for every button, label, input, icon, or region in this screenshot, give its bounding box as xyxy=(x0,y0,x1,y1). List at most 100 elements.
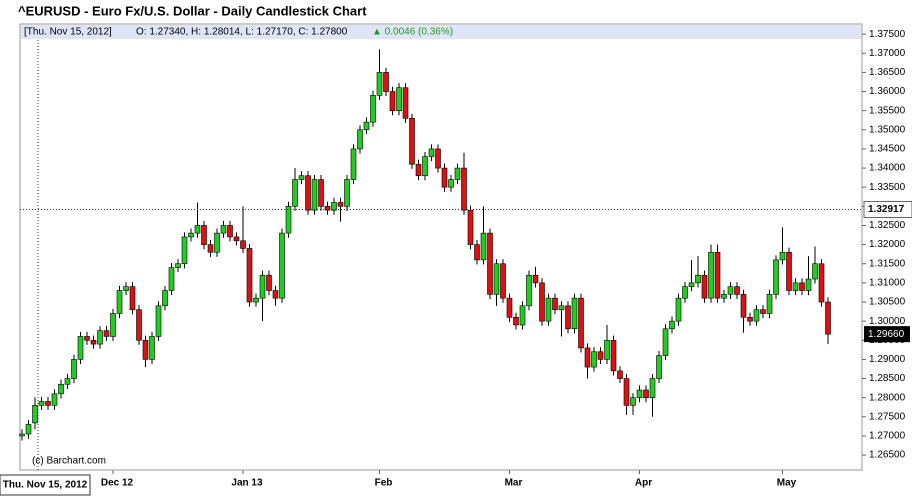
candle-body xyxy=(565,305,571,330)
x-tick-label: Dec 12 xyxy=(101,478,134,489)
candle-body xyxy=(97,330,103,345)
candle-body xyxy=(649,378,656,398)
candle-body xyxy=(84,336,90,341)
candle-body xyxy=(357,129,363,150)
candle-body xyxy=(383,72,389,92)
y-tick-label: 1.31000 xyxy=(869,278,906,289)
candle-body xyxy=(708,251,714,299)
candle-body xyxy=(630,397,636,406)
header-ohlc: O: 1.27340, H: 1.28014, L: 1.27170, C: 1… xyxy=(136,27,348,38)
candle-body xyxy=(812,263,818,280)
candle-body xyxy=(363,121,370,131)
y-tick-label: 1.36500 xyxy=(869,67,906,78)
candle-body xyxy=(526,274,532,307)
candle-body xyxy=(578,297,584,349)
candle-body xyxy=(181,236,188,265)
y-tick-label: 1.33500 xyxy=(869,182,906,193)
candle-body xyxy=(766,294,773,314)
candle-body xyxy=(162,290,168,307)
header-change: ▲ 0.0046 (0.36%) xyxy=(372,27,453,38)
candle-body xyxy=(545,297,552,322)
y-tick-label: 1.37500 xyxy=(869,29,906,40)
candle-body xyxy=(409,118,415,165)
candle-body xyxy=(422,156,428,177)
candle-body xyxy=(805,278,812,291)
candle-body xyxy=(123,286,129,291)
candle-body xyxy=(240,240,246,249)
candle-body xyxy=(656,355,662,379)
candle-body xyxy=(396,87,402,111)
y-tick-label: 1.29000 xyxy=(869,354,906,365)
candle-body xyxy=(90,339,97,345)
candle-body xyxy=(467,209,474,245)
y-tick-label: 1.26500 xyxy=(869,450,906,461)
candle-body xyxy=(558,305,565,310)
candle-body xyxy=(272,290,279,299)
y-tick-label: 1.37000 xyxy=(869,48,906,59)
y-tick-label: 1.32000 xyxy=(869,239,906,250)
y-tick-label: 1.32500 xyxy=(869,220,906,231)
candle-body xyxy=(136,309,142,341)
y-tick-label: 1.27000 xyxy=(869,431,906,442)
candle-body xyxy=(519,305,526,326)
candle-body xyxy=(688,282,695,287)
candle-body xyxy=(51,393,58,406)
candle-body xyxy=(415,163,422,177)
candle-body xyxy=(71,359,77,379)
y-tick-label: 1.31500 xyxy=(869,258,906,269)
candle-body xyxy=(207,244,214,253)
candle-body xyxy=(149,336,155,360)
crosshair-date-label: Thu. Nov 15, 2012 xyxy=(3,480,88,491)
candle-body xyxy=(747,317,753,322)
candle-body xyxy=(331,202,337,211)
candle-body xyxy=(610,339,617,372)
x-tick-label: Jan 13 xyxy=(231,478,263,489)
candle-body xyxy=(233,236,240,242)
candle-body xyxy=(298,175,305,180)
candle-body xyxy=(461,167,467,211)
candle-body xyxy=(344,179,350,207)
candle-body xyxy=(441,167,448,188)
candle-body xyxy=(129,286,136,310)
candle-body xyxy=(246,248,253,303)
candle-body xyxy=(110,313,116,337)
crosshair-price-label: 1.32917 xyxy=(868,204,905,215)
candle-body xyxy=(428,148,435,157)
candle-body xyxy=(142,339,149,360)
candle-body xyxy=(253,297,259,303)
candle-body xyxy=(740,294,747,318)
candle-body xyxy=(643,389,649,398)
candle-body xyxy=(337,202,344,207)
candle-body xyxy=(45,401,51,406)
candle-body xyxy=(539,282,545,322)
candle-body xyxy=(727,286,734,295)
candle-body xyxy=(701,274,708,299)
candle-body xyxy=(734,286,740,295)
candle-body xyxy=(103,330,110,337)
candle-body xyxy=(311,179,318,211)
candle-body xyxy=(773,259,779,295)
candle-body xyxy=(435,148,441,169)
candle-body xyxy=(201,225,207,245)
plot-frame xyxy=(19,23,863,471)
candle-body xyxy=(662,328,669,356)
candle-body xyxy=(714,251,721,299)
y-tick-label: 1.28000 xyxy=(869,392,906,403)
candle-body xyxy=(58,383,64,395)
candle-body xyxy=(825,301,831,335)
candle-body xyxy=(32,405,38,424)
candle-body xyxy=(480,232,487,261)
last-price-label: 1.29660 xyxy=(868,329,905,340)
candle-body xyxy=(77,336,84,360)
y-tick-label: 1.30000 xyxy=(869,316,906,327)
candle-body xyxy=(818,263,825,303)
last-price-box xyxy=(864,326,910,343)
x-tick-label: Feb xyxy=(375,478,393,489)
candle-body xyxy=(448,179,454,188)
candle-body xyxy=(25,424,32,435)
candle-body xyxy=(318,179,324,207)
header-bar xyxy=(21,25,861,39)
credit: (c) Barchart.com xyxy=(32,456,106,467)
y-tick-label: 1.35000 xyxy=(869,124,906,135)
